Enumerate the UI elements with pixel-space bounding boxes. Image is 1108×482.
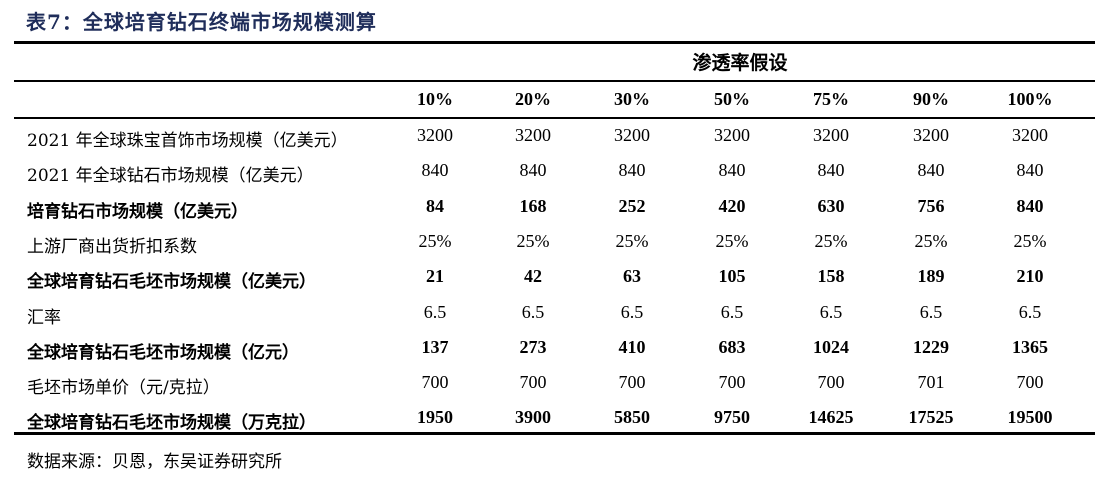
table-cell: 9750 xyxy=(714,407,750,428)
table-cell: 840 xyxy=(618,160,646,181)
table-cell: 19500 xyxy=(1007,407,1053,428)
table-row: 汇率 6.5 6.5 6.5 6.5 6.5 6.5 6.5 xyxy=(0,297,1108,332)
table-cell: 189 xyxy=(917,266,945,287)
table-cell: 6.5 xyxy=(720,301,744,322)
table-row: 2021 年全球珠宝首饰市场规模（亿美元） 3200 3200 3200 3200 320… xyxy=(0,120,1108,155)
table-cell: 6.5 xyxy=(919,301,943,322)
table-cell: 840 xyxy=(519,160,547,181)
table-cell: 1229 xyxy=(913,336,949,357)
row-label: 汇率 xyxy=(27,307,61,328)
header-bottom-rule xyxy=(14,117,1095,119)
header-rule xyxy=(14,80,1095,82)
table-cell: 630 xyxy=(817,195,845,216)
table-cell: 273 xyxy=(519,336,547,357)
table-cell: 410 xyxy=(618,336,646,357)
table-cell: 3200 xyxy=(913,125,949,145)
table-row: 2021 年全球钻石市场规模（亿美元） 840 840 840 840 840 840 840 xyxy=(0,155,1108,190)
row-label: 全球培育钻石毛坯市场规模（亿美元） xyxy=(27,272,316,293)
row-label: 毛坯市场单价（元/克拉） xyxy=(27,378,220,399)
table-cell: 168 xyxy=(519,195,547,216)
table-row: 上游厂商出货折扣系数 25% 25% 25% 25% 25% 25% 25% xyxy=(0,226,1108,261)
table-cell: 840 xyxy=(718,160,746,181)
table-cell: 3200 xyxy=(515,125,551,145)
column-header: 20% xyxy=(515,89,551,109)
table-cell: 17525 xyxy=(908,407,954,428)
table-cell: 700 xyxy=(1016,372,1044,393)
table-cell: 42 xyxy=(524,266,542,287)
table-cell: 700 xyxy=(421,372,449,393)
table-row: 毛坯市场单价（元/克拉） 700 700 700 700 700 701 700 xyxy=(0,367,1108,402)
table-cell: 25% xyxy=(516,230,550,251)
column-header: 100% xyxy=(1007,89,1053,109)
table-cell: 210 xyxy=(1016,266,1044,287)
table-cell: 25% xyxy=(914,230,948,251)
table-cell: 252 xyxy=(618,195,646,216)
table-cell: 25% xyxy=(814,230,848,251)
row-label: 2021 年全球钻石市场规模（亿美元） xyxy=(27,166,314,187)
row-label: 上游厂商出货折扣系数 xyxy=(27,236,197,257)
table-cell: 700 xyxy=(718,372,746,393)
column-header: 50% xyxy=(714,89,750,109)
table-cell: 3200 xyxy=(714,125,750,145)
table-cell: 683 xyxy=(718,336,746,357)
table-cell: 3200 xyxy=(417,125,453,145)
table-cell: 25% xyxy=(615,230,649,251)
table-cell: 3200 xyxy=(614,125,650,145)
column-header: 90% xyxy=(913,89,949,109)
table-cell: 700 xyxy=(817,372,845,393)
table-cell: 6.5 xyxy=(521,301,545,322)
table-cell: 756 xyxy=(917,195,945,216)
table-cell: 6.5 xyxy=(423,301,447,322)
row-label: 2021 年全球珠宝首饰市场规模（亿美元） xyxy=(27,131,348,151)
table-cell: 840 xyxy=(917,160,945,181)
row-label: 全球培育钻石毛坯市场规模（亿元） xyxy=(27,342,299,363)
table-cell: 105 xyxy=(718,266,746,287)
table-cell: 84 xyxy=(426,195,444,216)
table-cell: 63 xyxy=(623,266,641,287)
row-label: 全球培育钻石毛坯市场规模（万克拉） xyxy=(27,413,316,434)
table-cell: 5850 xyxy=(614,407,650,428)
table-row: 全球培育钻石毛坯市场规模（亿元） 137 273 410 683 1024 1229 1365 xyxy=(0,332,1108,367)
table-cell: 158 xyxy=(817,266,845,287)
table-title: 表7：全球培育钻石终端市场规模测算 xyxy=(26,10,377,34)
table-cell: 840 xyxy=(1016,195,1044,216)
table-cell: 14625 xyxy=(808,407,854,428)
table-row: 全球培育钻石毛坯市场规模（万克拉） 1950 3900 5850 9750 14625 17… xyxy=(0,402,1108,437)
group-header: 渗透率假设 xyxy=(692,52,788,74)
row-label: 培育钻石市场规模（亿美元） xyxy=(27,201,248,222)
table-cell: 3200 xyxy=(1012,125,1048,145)
column-header: 75% xyxy=(813,89,849,109)
table-cell: 420 xyxy=(718,195,746,216)
top-rule xyxy=(14,41,1095,44)
table-cell: 6.5 xyxy=(1018,301,1042,322)
table-cell: 3200 xyxy=(813,125,849,145)
table-cell: 3900 xyxy=(515,407,551,428)
column-header: 10% xyxy=(417,89,453,109)
column-header: 30% xyxy=(614,89,650,109)
table-cell: 25% xyxy=(1013,230,1047,251)
table-cell: 700 xyxy=(618,372,646,393)
table-cell: 1950 xyxy=(417,407,453,428)
table-cell: 1024 xyxy=(813,336,849,357)
table-cell: 840 xyxy=(1016,160,1044,181)
source-note: 数据来源：贝恩，东吴证券研究所 xyxy=(27,452,282,472)
table-cell: 1365 xyxy=(1012,336,1048,357)
table-cell: 137 xyxy=(421,336,449,357)
table-row: 培育钻石市场规模（亿美元） 84 168 252 420 630 756 840 xyxy=(0,191,1108,226)
table-cell: 840 xyxy=(421,160,449,181)
table-cell: 25% xyxy=(715,230,749,251)
table-row: 全球培育钻石毛坯市场规模（亿美元） 21 42 63 105 158 189 210 xyxy=(0,261,1108,296)
table-cell: 25% xyxy=(418,230,452,251)
table-cell: 700 xyxy=(519,372,547,393)
table-cell: 6.5 xyxy=(819,301,843,322)
table-cell: 701 xyxy=(917,372,945,393)
bottom-rule xyxy=(14,432,1095,435)
table-cell: 21 xyxy=(426,266,444,287)
table-cell: 840 xyxy=(817,160,845,181)
table-cell: 6.5 xyxy=(620,301,644,322)
